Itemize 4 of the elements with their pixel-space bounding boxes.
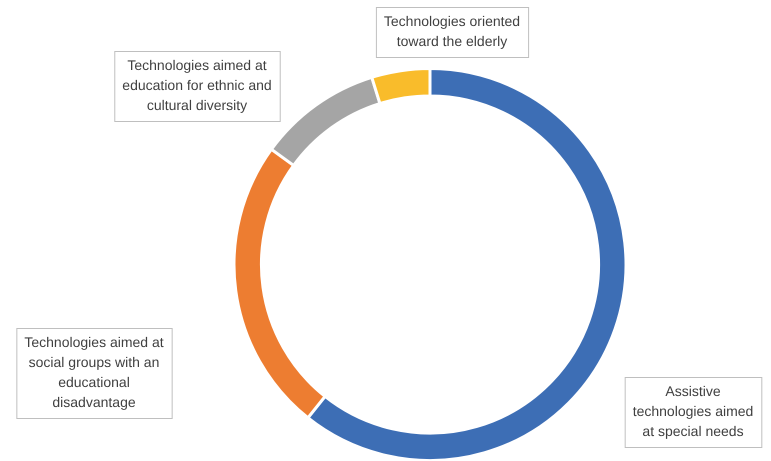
slice-label: Technologies oriented toward the elderly bbox=[384, 12, 520, 49]
slice-label: Technologies aimed at education for ethnic and cultural diversity bbox=[122, 56, 272, 113]
slice-label: Technologies aimed at social groups with an educational disadvantage bbox=[24, 334, 164, 410]
slice-label: Assistive technologies aimed at special needs bbox=[632, 382, 754, 439]
